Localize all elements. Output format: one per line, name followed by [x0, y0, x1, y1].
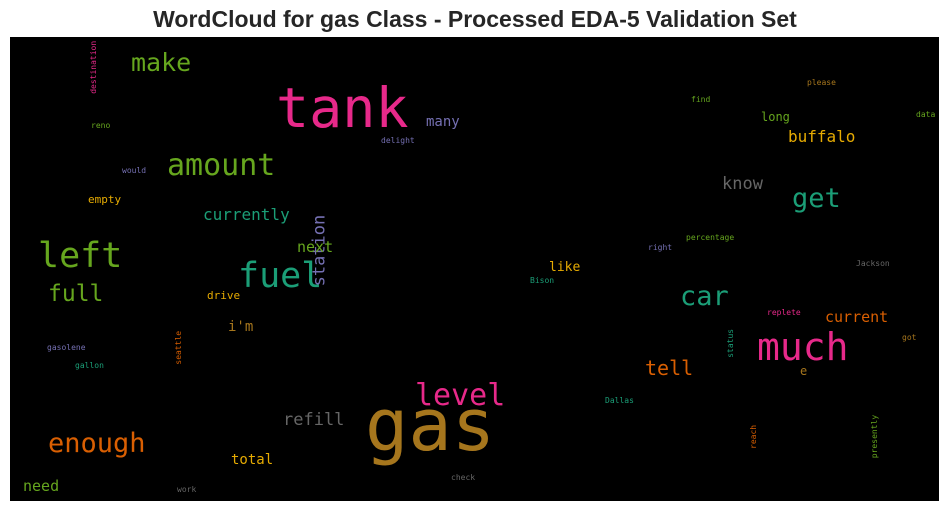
word-empty: empty: [88, 193, 121, 206]
word-percentage: percentage: [686, 233, 734, 242]
wordcloud-panel: gas tank much fuel left amount level enough car g…: [10, 37, 939, 501]
word-jackson: Jackson: [856, 259, 890, 268]
word-data: data: [916, 110, 935, 119]
word-destination: destination: [89, 41, 98, 94]
word-much: much: [757, 325, 849, 369]
word-know: know: [722, 174, 764, 194]
word-bison: Bison: [530, 276, 554, 285]
word-delight: delight: [381, 136, 415, 145]
word-enough: enough: [48, 428, 146, 459]
word-next: next: [297, 238, 333, 256]
word-buffalo: buffalo: [788, 127, 855, 146]
word-gallon: gallon: [75, 361, 104, 370]
word-reno: reno: [91, 121, 110, 130]
word-e: e: [800, 364, 807, 378]
word-check: check: [451, 473, 475, 482]
word-drive: drive: [207, 289, 240, 302]
word-gasolene: gasolene: [47, 343, 86, 352]
word-currently: currently: [203, 205, 290, 224]
word-presently: presently: [870, 415, 879, 459]
word-amount: amount: [167, 148, 275, 183]
word-need: need: [23, 477, 59, 495]
word-tank: tank: [276, 76, 408, 140]
word-work: work: [177, 485, 196, 494]
word-would: would: [122, 166, 146, 175]
word-get: get: [792, 183, 841, 214]
word-long: long: [761, 110, 790, 124]
word-total: total: [231, 452, 273, 468]
word-full: full: [48, 281, 103, 307]
word-got: got: [902, 333, 917, 342]
word-fuel: fuel: [238, 256, 322, 296]
word-left: left: [38, 236, 122, 276]
word-car: car: [680, 281, 729, 312]
word-gas: gas: [365, 383, 495, 467]
word-like: like: [549, 260, 580, 275]
word-tell: tell: [645, 356, 693, 380]
word-refill: refill: [283, 410, 344, 430]
word-status: status: [726, 329, 735, 358]
word-reach: reach: [749, 425, 758, 449]
chart-title: WordCloud for gas Class - Processed EDA-…: [153, 6, 797, 32]
word-level: level: [415, 378, 505, 413]
word-find: find: [691, 95, 710, 104]
word-right: right: [648, 243, 672, 252]
word-seattle: seattle: [174, 331, 183, 365]
wordcloud-svg: gas tank much fuel left amount level enough car g…: [23, 41, 935, 495]
word-many: many: [426, 114, 460, 130]
word-replete: replete: [767, 308, 801, 317]
word-station: station: [309, 215, 329, 287]
word-i-m: i'm: [228, 319, 253, 335]
word-current: current: [825, 308, 888, 326]
word-make: make: [131, 48, 191, 77]
word-please: please: [807, 78, 836, 87]
word-dallas: Dallas: [605, 396, 634, 405]
